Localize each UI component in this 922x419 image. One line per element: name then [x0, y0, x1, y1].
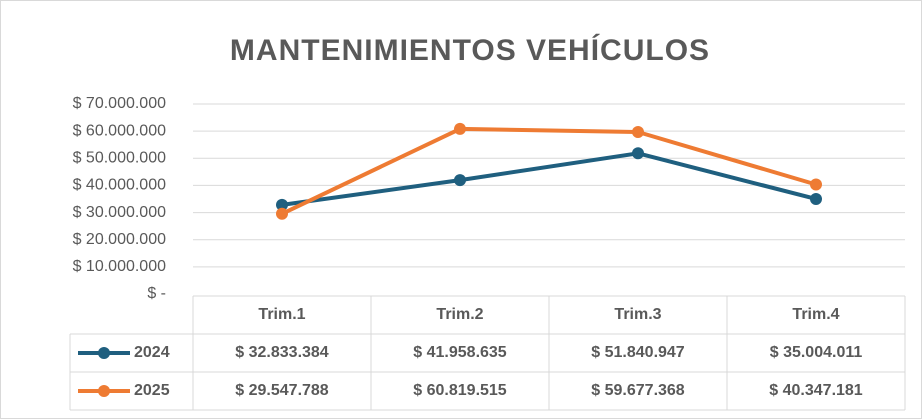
- table-value: $ 59.677.368: [591, 382, 685, 399]
- x-tick-label: Trim.4: [792, 306, 839, 323]
- table-value: $ 60.819.515: [413, 382, 507, 399]
- point: [810, 192, 822, 205]
- table-value: $ 29.547.788: [235, 382, 329, 399]
- series-line: [281, 126, 817, 216]
- point: [632, 147, 644, 160]
- point: [810, 178, 822, 191]
- y-tick-label: $ -: [147, 285, 166, 302]
- series-line: [281, 151, 817, 207]
- legend-marker: [98, 347, 110, 359]
- y-tick-label: $ 30.000.000: [73, 204, 167, 221]
- table-value: $ 40.347.181: [769, 382, 863, 399]
- y-tick-label: $ 20.000.000: [73, 231, 167, 248]
- chart-title: MANTENIMIENTOS VEHÍCULOS: [230, 33, 710, 67]
- y-tick-label: $ 60.000.000: [73, 122, 167, 139]
- y-tick-label: $ 70.000.000: [73, 95, 167, 112]
- table-value: $ 41.958.635: [413, 344, 507, 361]
- legend-label: 2025: [134, 382, 170, 399]
- point: [276, 198, 288, 211]
- x-tick-label: Trim.3: [614, 306, 661, 323]
- table-value: $ 32.833.384: [235, 344, 329, 361]
- legend-marker: [98, 385, 110, 397]
- point: [276, 207, 288, 220]
- legend-label: 2024: [134, 344, 170, 361]
- point: [454, 122, 466, 135]
- y-tick-label: $ 10.000.000: [73, 258, 167, 275]
- point: [454, 174, 466, 187]
- x-tick-label: Trim.1: [258, 306, 305, 323]
- y-tick-label: $ 40.000.000: [73, 177, 167, 194]
- table-value: $ 35.004.011: [770, 344, 863, 361]
- table-value: $ 51.840.947: [591, 344, 685, 361]
- x-tick-label: Trim.2: [436, 306, 483, 323]
- point: [632, 126, 644, 139]
- y-tick-label: $ 50.000.000: [73, 150, 167, 167]
